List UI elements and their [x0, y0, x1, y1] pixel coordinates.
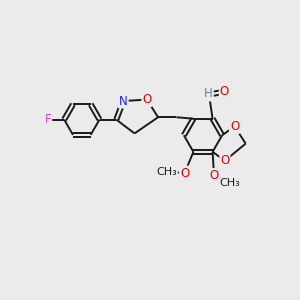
Text: O: O [209, 169, 219, 182]
Text: O: O [220, 154, 230, 167]
Text: O: O [180, 167, 189, 180]
Text: H: H [204, 88, 213, 100]
Text: O: O [220, 85, 229, 98]
Text: O: O [230, 120, 239, 133]
Text: O: O [142, 93, 152, 106]
Text: N: N [119, 94, 128, 107]
Text: CH₃: CH₃ [220, 178, 241, 188]
Text: F: F [45, 113, 51, 126]
Text: CH₃: CH₃ [157, 167, 177, 177]
